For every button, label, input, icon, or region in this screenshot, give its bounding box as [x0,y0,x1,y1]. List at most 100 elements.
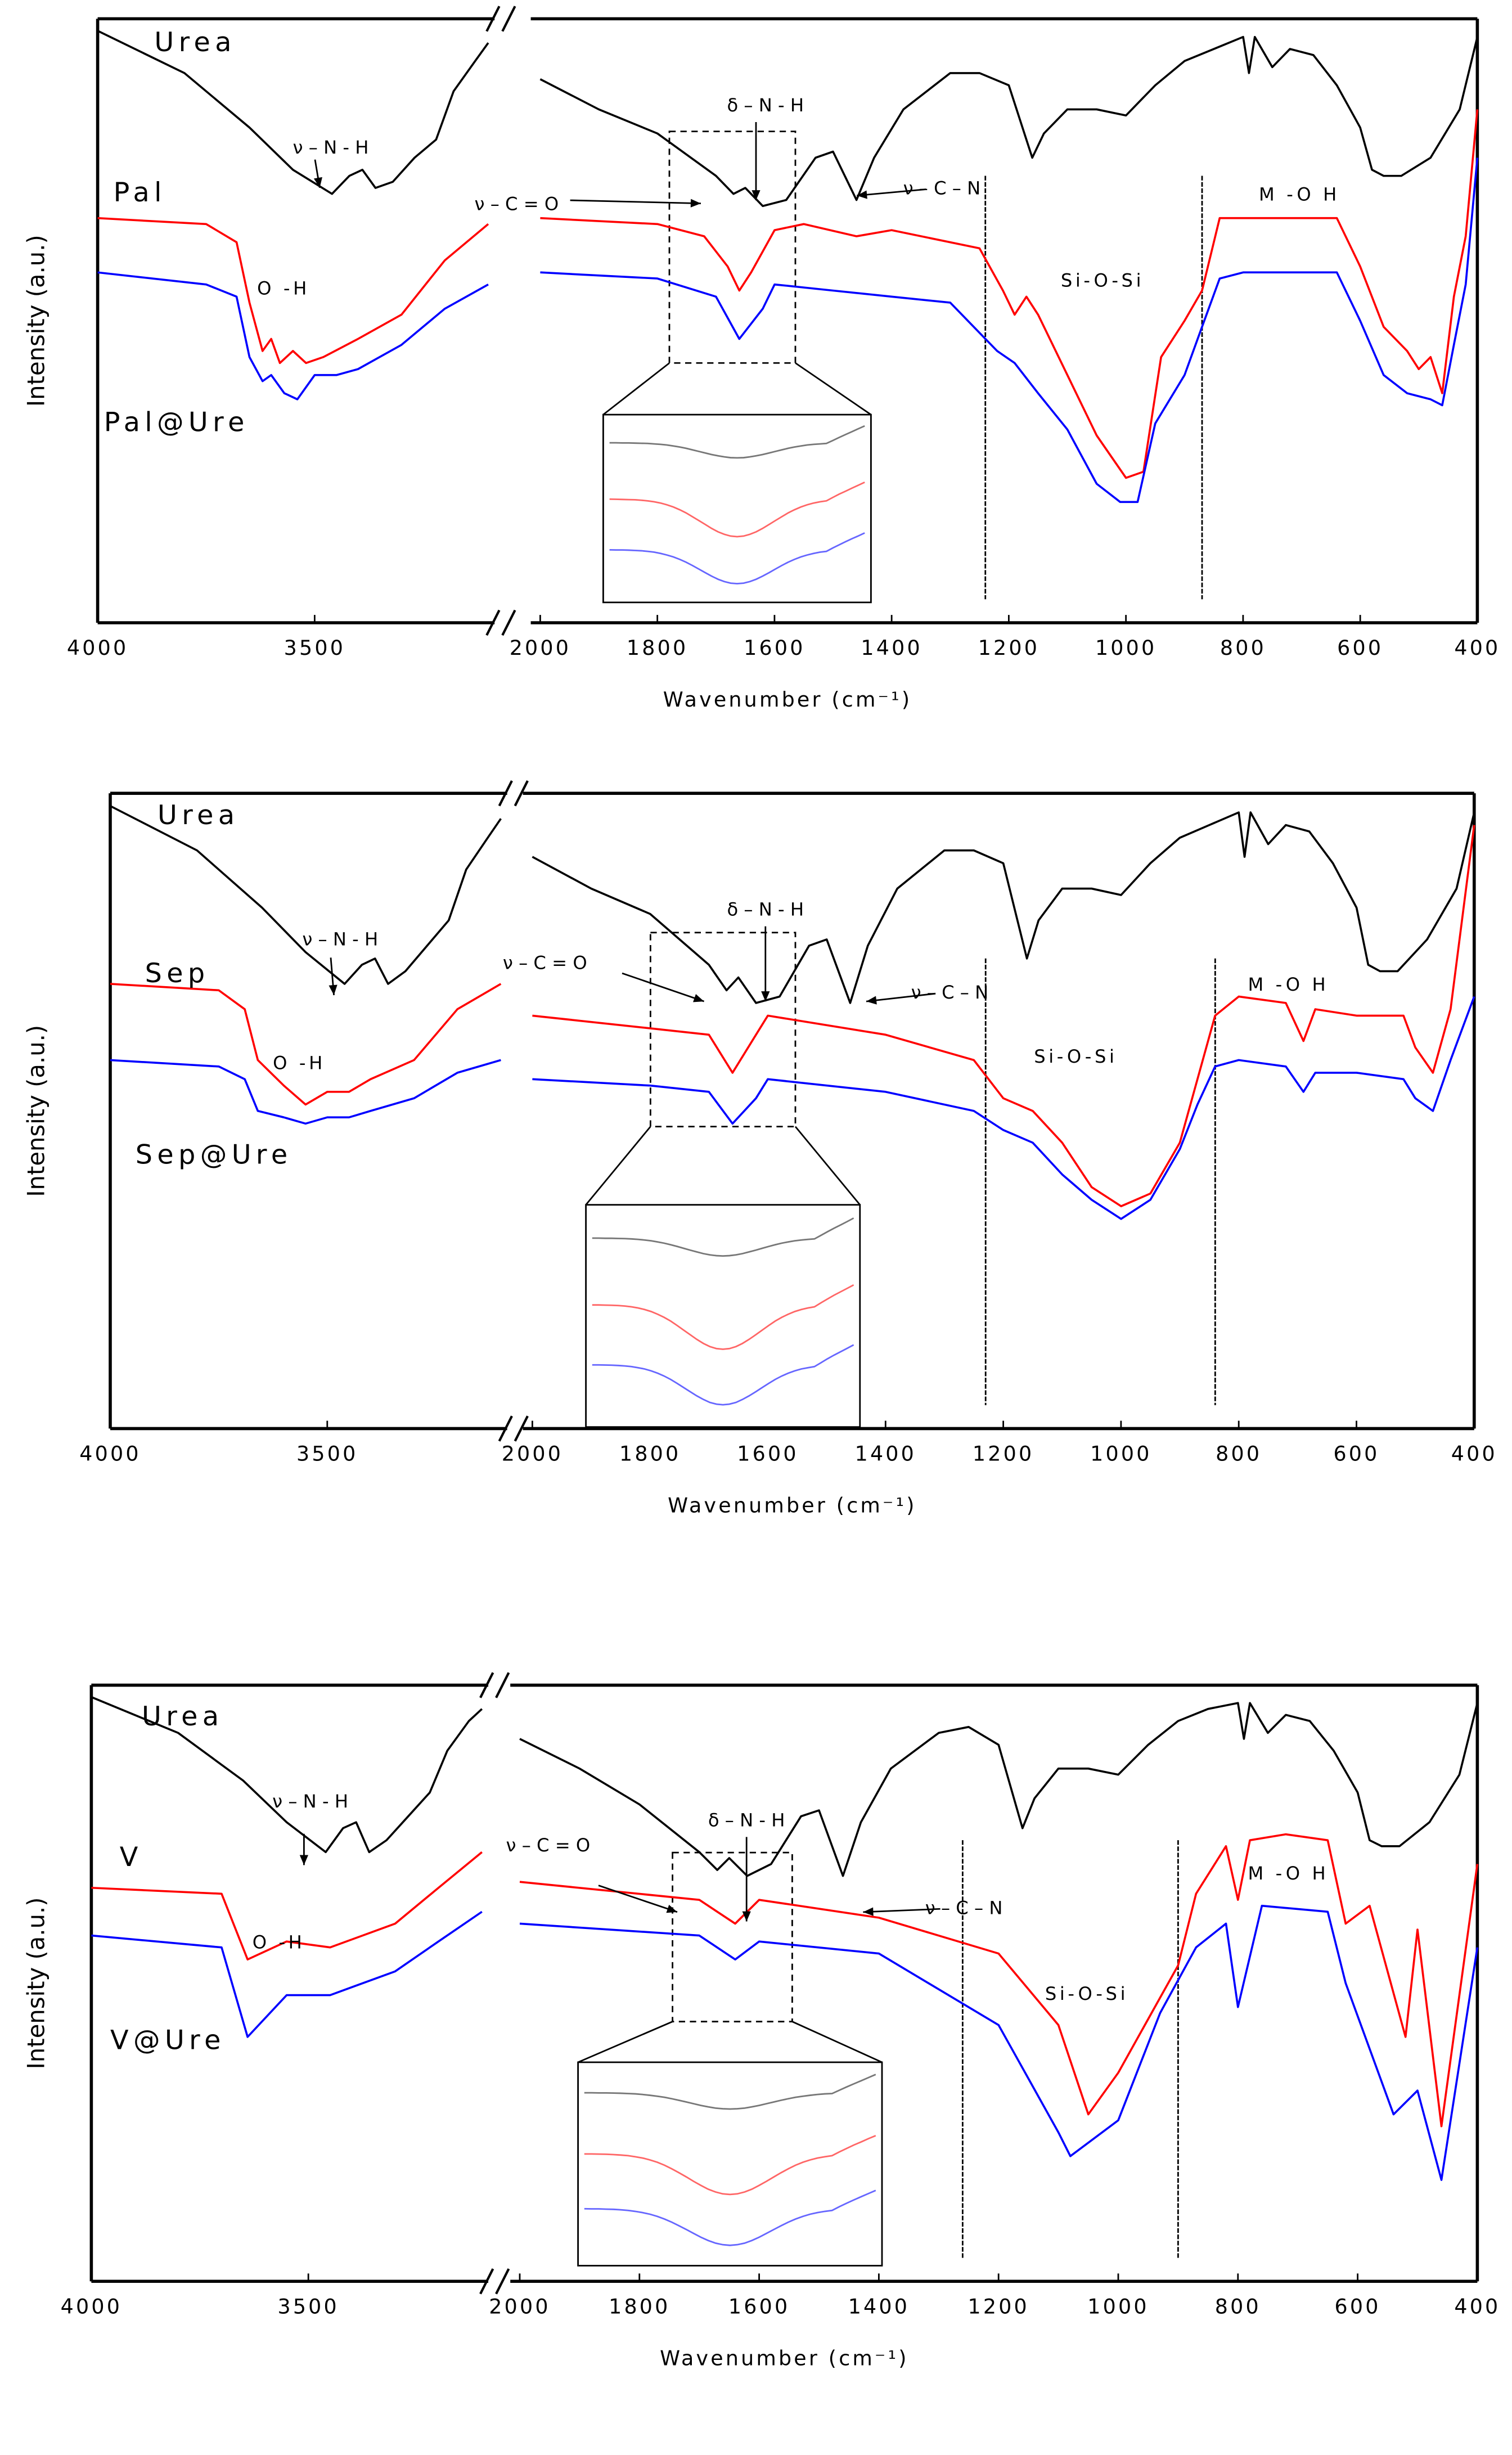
axis-break [514,1415,529,1442]
arrow-head [313,177,322,188]
axis-break [498,780,513,807]
x-tick-label: 1400 [848,2295,910,2319]
annotation: Si-O-Si [1061,270,1144,291]
annotation-arrow [598,1885,678,1913]
annotation: ν – C = O [503,952,587,973]
x-tick-label: 800 [1215,2295,1261,2319]
axis-break [495,1672,510,1698]
annotation: ν – C = O [506,1834,591,1856]
inset [602,413,872,604]
arrow-head [866,996,877,1005]
inset-curve [592,1284,854,1350]
inset [585,1204,861,1428]
arrow-head [299,1855,309,1865]
annotation: ν – C – N [911,982,989,1003]
x-tick-label: 1600 [728,2295,790,2319]
y-axis-label: Intensity (a.u.) [22,1025,50,1197]
x-tick-label: 1000 [1090,1442,1151,1466]
inset-curve [584,2135,876,2196]
zoom-connector [791,2021,883,2063]
series-label: V@Ure [110,2025,226,2056]
spectrum-line [97,30,1479,208]
series-label: Sep@Ure [136,1140,292,1171]
annotation: M -O H [1259,184,1340,205]
x-tick-label: 2000 [489,2295,550,2319]
x-tick-label: 600 [1335,2295,1381,2319]
arrow-head [742,1911,751,1922]
x-tick-label: 400 [1454,636,1500,660]
arrow-head [761,991,770,1002]
axis-break [501,6,516,32]
series-label: Pal@Ure [104,407,249,438]
axis-break [479,1672,494,1698]
annotation: O -H [253,1932,305,1953]
annotation: M -O H [1248,974,1329,995]
arrow-head [690,199,701,208]
x-tick-label: 600 [1337,636,1383,660]
zoom-box [668,131,796,364]
annotation: ν – C – N [903,178,981,199]
annotation-arrow [866,992,936,1002]
zoom-connector [585,1126,651,1206]
zoom-connector [795,362,872,416]
arrow-head [328,984,338,995]
axis-break [498,1415,513,1442]
zoom-box [672,1851,793,2022]
annotation: M -O H [1248,1863,1329,1884]
x-tick-label: 1200 [973,1442,1034,1466]
spectrum-line [110,805,1475,1004]
annotation-arrow [863,1908,940,1913]
annotation: ν – C – N [925,1897,1003,1918]
x-tick-label: 3500 [284,636,345,660]
axis-break [485,609,501,636]
annotation-arrow [622,972,705,1002]
arrow-head [752,190,760,201]
x-tick-label: 4000 [61,2295,122,2319]
inset-curve [584,2189,876,2246]
x-tick-label: 800 [1216,1442,1262,1466]
axis-break [485,6,501,32]
x-tick-label: 1800 [619,1442,681,1466]
annotation: ν – C = O [475,193,559,214]
inset-curve [609,425,865,459]
spectrum-line [110,996,1475,1220]
inset-curve [609,532,865,584]
arrow-head [863,1907,874,1916]
annotation: O -H [257,278,310,299]
inset-curve [592,1344,854,1406]
annotation: Si-O-Si [1034,1046,1117,1067]
spectrum-line [91,1833,1479,2128]
inset-curve [592,1217,854,1257]
annotation: Si-O-Si [1045,1983,1128,2004]
series-label: Urea [158,800,239,831]
zoom-connector [578,2021,673,2063]
series-label: Urea [142,1701,223,1732]
series-label: Sep [145,958,210,989]
annotation-arrow [570,199,701,204]
x-tick-label: 1200 [968,2295,1029,2319]
annotation: ν – N - H [272,1791,348,1812]
annotation: δ – N - H [727,899,804,920]
x-tick-label: 400 [1454,2295,1500,2319]
arrow-head [857,190,867,199]
arrow-head [693,994,704,1002]
spectrum-line [91,1696,1479,1877]
spectrum-line [97,109,1479,479]
x-axis-label: Wavenumber (cm⁻¹) [668,1494,916,1518]
series-label: V [120,1842,143,1873]
axis-break [495,2268,510,2295]
x-tick-label: 3500 [296,1442,358,1466]
x-tick-label: 4000 [79,1442,141,1466]
x-axis-label: Wavenumber (cm⁻¹) [660,2346,908,2370]
x-tick-label: 400 [1451,1442,1497,1466]
x-tick-label: 1600 [737,1442,798,1466]
inset [577,2061,883,2267]
x-tick-label: 1000 [1095,636,1156,660]
x-tick-label: 1200 [978,636,1040,660]
x-tick-label: 3500 [277,2295,339,2319]
annotation-arrow [857,188,926,197]
x-tick-label: 1800 [627,636,688,660]
inset-curve [584,2074,876,2110]
spectrum-line [91,1904,1479,2181]
